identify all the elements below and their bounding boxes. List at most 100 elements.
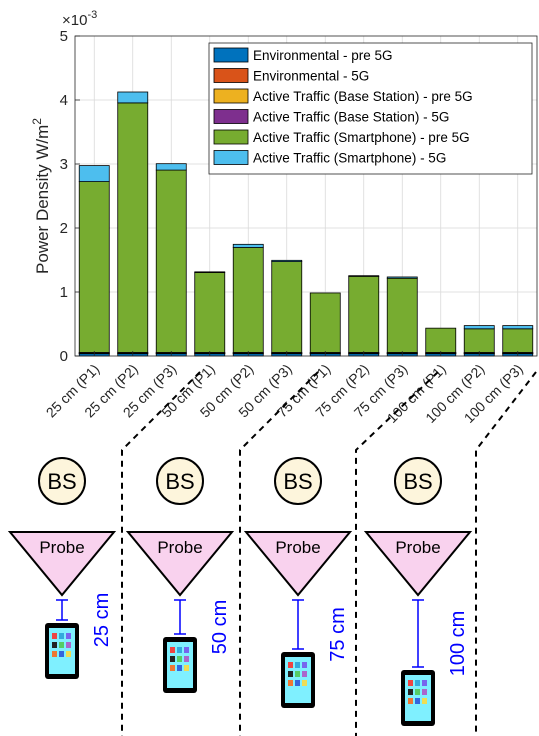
probe-label: Probe bbox=[157, 538, 202, 557]
app-icon bbox=[184, 656, 189, 662]
legend-box bbox=[208, 42, 533, 175]
app-icon bbox=[184, 647, 189, 653]
app-icon bbox=[302, 671, 307, 677]
bar-segment bbox=[348, 275, 380, 353]
app-icon bbox=[408, 698, 413, 704]
probe-triangle bbox=[125, 531, 235, 597]
legend-swatch bbox=[213, 47, 249, 63]
bar-segment bbox=[232, 247, 264, 353]
distance-label: 25 cm bbox=[91, 593, 113, 647]
y-tick-label: 1 bbox=[60, 284, 68, 301]
legend-label: Environmental - 5G bbox=[253, 69, 369, 84]
base-station-circle bbox=[156, 457, 204, 505]
app-icon bbox=[170, 656, 175, 662]
app-icon bbox=[170, 665, 175, 671]
app-icon bbox=[422, 698, 427, 704]
probe-triangle bbox=[243, 531, 353, 597]
separator-line bbox=[475, 371, 537, 736]
bar-segment bbox=[194, 272, 226, 353]
plot-frame bbox=[74, 35, 538, 357]
legend-swatch bbox=[213, 129, 249, 145]
bar-segment bbox=[425, 327, 457, 353]
legend-label: Active Traffic (Base Station) - pre 5G bbox=[253, 89, 473, 104]
bar-segment bbox=[155, 169, 187, 353]
separator-line bbox=[121, 371, 201, 736]
app-icon bbox=[415, 698, 420, 704]
app-icon bbox=[177, 656, 182, 662]
app-icon bbox=[52, 651, 57, 657]
app-icon bbox=[59, 642, 64, 648]
probe-label: Probe bbox=[39, 538, 84, 557]
bar-segment bbox=[348, 275, 380, 277]
x-tick-labels: 25 cm (P1)25 cm (P2)25 cm (P3)50 cm (P1)… bbox=[43, 351, 526, 426]
legend-label: Environmental - pre 5G bbox=[253, 48, 393, 63]
app-icon bbox=[288, 662, 293, 668]
bar-segment bbox=[232, 243, 264, 248]
app-icon bbox=[422, 680, 427, 686]
app-icon bbox=[177, 647, 182, 653]
app-icon bbox=[288, 680, 293, 686]
distance-label: 50 cm bbox=[209, 600, 231, 654]
probe-label: Probe bbox=[395, 538, 440, 557]
app-icon bbox=[52, 642, 57, 648]
y-tick-label: 2 bbox=[60, 220, 68, 237]
bar-segment bbox=[463, 325, 495, 330]
app-icon bbox=[170, 647, 175, 653]
app-icon bbox=[408, 689, 413, 695]
app-icon bbox=[66, 633, 71, 639]
distance-label: 75 cm bbox=[327, 607, 349, 661]
bar-segment bbox=[386, 277, 418, 353]
y-tick-label: 4 bbox=[60, 92, 68, 109]
legend-label: Active Traffic (Smartphone) - pre 5G bbox=[253, 130, 470, 145]
legend-swatch bbox=[213, 68, 249, 83]
y-tick-labels: 0 1 2 3 4 5 bbox=[60, 28, 80, 365]
probe-triangle bbox=[363, 531, 473, 597]
base-station-circle bbox=[38, 457, 86, 505]
probe-label: Probe bbox=[275, 538, 320, 557]
bar-segment bbox=[78, 181, 110, 353]
legend-label: Active Traffic (Base Station) - 5G bbox=[253, 110, 449, 125]
stacked-bar-chart: 0 1 2 3 4 5 ×10-3 Power Density W/m2 25 cm (P… bbox=[30, 9, 538, 426]
app-icon bbox=[422, 689, 427, 695]
y-tick-label: 3 bbox=[60, 156, 68, 173]
app-icon bbox=[295, 680, 300, 686]
y-tick-label: 0 bbox=[60, 348, 68, 365]
bar-segment bbox=[117, 102, 149, 353]
measurement-setup-diagram: BS Probe 25 cm BS Probe 50 cm BS Probe 75 cm BS Pr… bbox=[7, 371, 537, 736]
bar-segment bbox=[386, 276, 418, 279]
app-icon bbox=[66, 642, 71, 648]
base-station-label: BS bbox=[47, 469, 76, 494]
bar-segment bbox=[309, 292, 341, 353]
base-station-label: BS bbox=[283, 469, 312, 494]
bar-segment bbox=[155, 163, 187, 171]
app-icon bbox=[59, 633, 64, 639]
base-station-circle bbox=[274, 457, 322, 505]
separator-line bbox=[239, 371, 319, 736]
distance-label: 100 cm bbox=[447, 611, 469, 677]
base-station-label: BS bbox=[403, 469, 432, 494]
app-icon bbox=[288, 671, 293, 677]
app-icon bbox=[295, 662, 300, 668]
y-multiplier: ×10-3 bbox=[62, 9, 97, 29]
y-axis-label: Power Density W/m2 bbox=[30, 118, 52, 274]
legend-swatch bbox=[213, 150, 249, 165]
bar-segment bbox=[78, 165, 110, 183]
bar-segment bbox=[502, 325, 534, 330]
app-icon bbox=[408, 680, 413, 686]
legend-swatch bbox=[213, 109, 249, 124]
app-icon bbox=[302, 680, 307, 686]
app-icon bbox=[52, 633, 57, 639]
app-icon bbox=[184, 665, 189, 671]
app-icon bbox=[66, 651, 71, 657]
base-station-circle bbox=[394, 457, 442, 505]
bar-segment bbox=[271, 261, 303, 353]
bar-segment bbox=[194, 271, 226, 273]
app-icon bbox=[177, 665, 182, 671]
app-icon bbox=[59, 651, 64, 657]
app-icon bbox=[295, 671, 300, 677]
y-tick-label: 5 bbox=[60, 28, 68, 45]
bar-segment bbox=[117, 91, 149, 104]
app-icon bbox=[415, 689, 420, 695]
separator-line bbox=[355, 371, 439, 736]
